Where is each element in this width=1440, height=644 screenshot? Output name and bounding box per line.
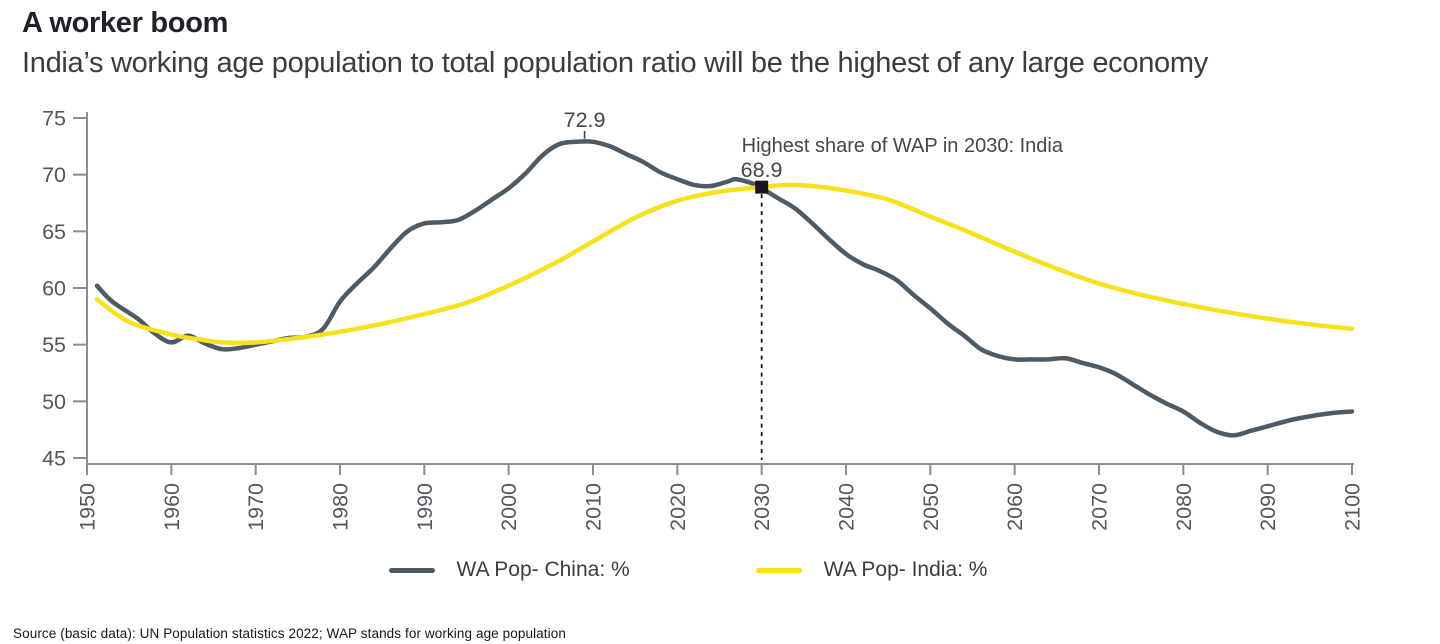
legend-item-china: WA Pop- China: %: [388, 558, 630, 582]
chart-header: A worker boom India’s working age popula…: [22, 6, 1422, 80]
y-tick-label: 65: [42, 220, 66, 244]
highlight-2030-text: Highest share of WAP in 2030: India: [742, 135, 1064, 157]
page-title: A worker boom: [22, 7, 229, 39]
legend-label-china: WA Pop- China: %: [456, 558, 630, 581]
x-tick-label: 2040: [835, 483, 859, 531]
x-tick-label: 2090: [1256, 483, 1280, 531]
india-line-swatch: [755, 567, 802, 573]
x-tick-label: 2070: [1088, 483, 1112, 531]
x-tick-label: 2010: [582, 483, 606, 531]
chart-legend: WA Pop- China: % WA Pop- India: %: [0, 558, 1376, 582]
china-line-swatch: [388, 567, 435, 573]
x-tick-label: 2000: [497, 483, 521, 531]
y-tick-label: 60: [42, 277, 66, 301]
black-square-marker-2030: [755, 180, 769, 194]
x-tick-label: 1990: [413, 483, 437, 531]
x-tick-label: 2020: [666, 483, 690, 531]
india-line: [94, 182, 1355, 346]
china-peak-label: 72.9: [564, 108, 606, 132]
x-tick-label: 1970: [244, 483, 268, 531]
y-tick-label: 70: [42, 163, 66, 187]
x-tick-label: 2030: [750, 483, 774, 531]
x-tick-label: 2100: [1341, 483, 1365, 531]
y-tick-label: 45: [42, 447, 66, 471]
y-tick-label: 75: [42, 107, 66, 131]
x-tick-label: 1980: [329, 483, 353, 531]
y-tick-label: 50: [42, 390, 66, 414]
legend-item-india: WA Pop- India: %: [755, 558, 988, 582]
x-tick-label: 2060: [1003, 483, 1027, 531]
x-tick-label: 2080: [1172, 483, 1196, 531]
source-note: Source (basic data): UN Population stati…: [13, 625, 566, 641]
page-subtitle: India’s working age population to total …: [22, 47, 1208, 79]
x-tick-label: 2050: [919, 483, 943, 531]
x-tick-label: 1950: [76, 483, 100, 531]
y-tick-label: 55: [42, 333, 66, 357]
china-line: [94, 139, 1355, 438]
x-tick-label: 1960: [160, 483, 184, 531]
legend-label-india: WA Pop- India: %: [823, 558, 988, 581]
highlight-2030-value: 68.9: [741, 158, 783, 182]
